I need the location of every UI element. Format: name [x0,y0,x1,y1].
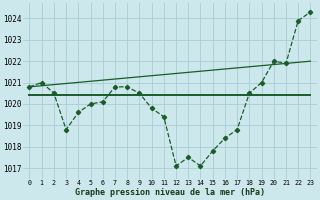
X-axis label: Graphe pression niveau de la mer (hPa): Graphe pression niveau de la mer (hPa) [75,188,265,197]
